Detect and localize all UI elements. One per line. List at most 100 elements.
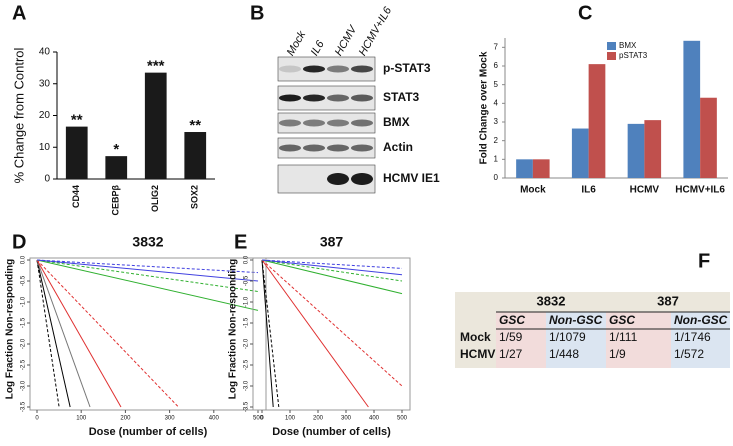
x-tick-label: 300 <box>165 416 176 422</box>
x-tick-label: 400 <box>369 416 380 422</box>
bar <box>105 156 128 179</box>
fit-line <box>36 259 71 408</box>
row-label: BMX <box>383 115 410 129</box>
band <box>327 119 349 127</box>
x-tick-label: 500 <box>397 416 408 422</box>
cell: 1/1746 <box>674 330 711 344</box>
y-tick-label: 4 <box>494 98 499 107</box>
bar <box>588 64 606 178</box>
band <box>279 144 301 152</box>
y-tick-label: 7 <box>494 42 499 51</box>
blot-strip <box>277 112 376 134</box>
band <box>303 65 325 73</box>
fit-line <box>261 259 280 408</box>
x-axis-label: Dose (number of cells) <box>272 426 391 438</box>
group-header: 387 <box>657 293 679 308</box>
legend-swatch <box>607 42 616 50</box>
fit-line <box>261 259 403 282</box>
x-tick-label: HCMV <box>630 185 660 196</box>
x-tick-label: 200 <box>120 416 131 422</box>
y-tick-label: 3 <box>494 117 499 126</box>
bar <box>627 123 645 178</box>
y-tick-label: -0.5 <box>21 275 27 286</box>
cell: 1/572 <box>674 347 704 361</box>
y-axis-label: Log Fraction Non-responding <box>228 259 239 400</box>
band <box>279 94 301 102</box>
bar <box>184 132 207 179</box>
chart-title: 3832 <box>132 234 163 250</box>
fit-line <box>36 259 122 408</box>
x-tick-label: 100 <box>76 416 87 422</box>
y-tick-label: -2.0 <box>21 338 27 349</box>
y-tick-label: -2.5 <box>244 359 250 370</box>
y-tick-label: -3.0 <box>21 380 27 391</box>
cell: 1/59 <box>499 330 523 344</box>
legend-label: pSTAT3 <box>619 51 648 60</box>
panel-label: B <box>250 2 264 24</box>
fit-line <box>261 259 403 295</box>
x-tick-label: 300 <box>341 416 352 422</box>
panel-label: C <box>578 2 592 24</box>
fit-line <box>36 259 179 408</box>
fit-line <box>36 259 60 408</box>
band <box>303 94 325 102</box>
y-tick-label: -3.0 <box>244 380 250 391</box>
plot-frame <box>252 257 411 411</box>
band <box>351 65 373 73</box>
legend-swatch <box>607 52 616 60</box>
y-tick-label: -3.5 <box>244 401 250 412</box>
panel-label: D <box>12 231 26 253</box>
col-bg <box>671 312 730 368</box>
x-tick-label: 500 <box>253 416 264 422</box>
y-axis-label: Fold Change over Mock <box>479 51 490 164</box>
row-label: HCMV IE1 <box>383 171 440 185</box>
panel-label: E <box>234 231 247 253</box>
cell: 1/27 <box>499 347 523 361</box>
y-axis-label: Log Fraction Non-responding <box>5 259 16 400</box>
significance: ** <box>71 112 83 129</box>
group-header: 3832 <box>537 293 566 308</box>
x-tick-label: Mock <box>520 185 546 196</box>
x-tick-label: IL6 <box>581 185 596 196</box>
y-tick-label: -0.5 <box>244 275 250 286</box>
panel-label: A <box>12 2 26 24</box>
bar <box>144 72 167 179</box>
row-label: p-STAT3 <box>383 61 431 75</box>
row-label: Actin <box>383 140 413 154</box>
y-axis-label: % Change from Control <box>11 47 26 183</box>
fit-line <box>261 259 274 408</box>
y-tick-label: -2.0 <box>244 338 250 349</box>
x-tick-label: 400 <box>209 416 220 422</box>
y-tick-label: 40 <box>39 47 51 58</box>
y-tick-label: 30 <box>39 78 51 89</box>
fit-line <box>36 259 259 274</box>
fit-line <box>36 259 259 282</box>
x-tick-label: 200 <box>313 416 324 422</box>
panel-label: F <box>698 250 710 272</box>
y-tick-label: 0 <box>494 173 499 182</box>
y-tick-label: 1 <box>494 154 499 163</box>
y-tick-label: 0.0 <box>21 255 27 264</box>
bar <box>571 128 589 178</box>
column-header: GSC <box>499 313 525 327</box>
y-tick-label: 20 <box>39 110 51 121</box>
bar <box>700 97 717 178</box>
bar <box>644 120 662 178</box>
y-tick-label: -2.5 <box>21 359 27 370</box>
bar <box>532 159 550 178</box>
column-header: Non-GSC <box>549 313 603 327</box>
y-tick-label: 2 <box>494 136 499 145</box>
y-tick-label: 6 <box>494 61 499 70</box>
band <box>303 144 325 152</box>
band <box>279 65 301 73</box>
cell: Mock <box>460 330 491 344</box>
x-tick-label: SOX2 <box>190 185 200 209</box>
fit-line <box>261 259 403 276</box>
lane-label: HCMV+IL6 <box>357 4 395 58</box>
band <box>303 119 325 127</box>
lane-label: Mock <box>285 29 309 58</box>
significance: ** <box>189 117 201 134</box>
bar <box>65 126 88 179</box>
x-tick-label: CD44 <box>71 185 81 208</box>
y-tick-label: 0 <box>44 174 50 185</box>
